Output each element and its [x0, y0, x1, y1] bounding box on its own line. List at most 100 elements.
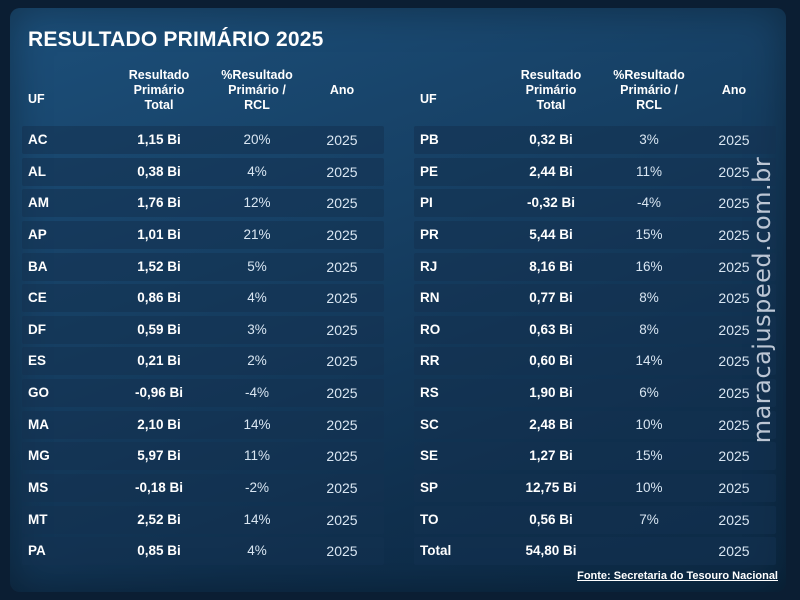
cell-pct: 21%	[243, 226, 271, 242]
cell-pct: 12%	[243, 195, 271, 211]
cell-total: 0,32 Bi	[529, 132, 573, 147]
header-total: Resultado Primário Total	[520, 68, 582, 112]
cell-ano: 2025	[326, 416, 358, 433]
cell-uf: SP	[420, 479, 439, 495]
cell-pct: 4%	[247, 163, 267, 179]
cell-pct: 11%	[635, 163, 663, 179]
cell-ano: 2025	[326, 290, 358, 307]
cell-ano: 2025	[326, 195, 358, 212]
cell-pct: 5%	[247, 258, 267, 274]
cell-ano: 2025	[326, 543, 358, 560]
cell-uf: GO	[28, 385, 50, 400]
cell-total: 2,44 Bi	[529, 163, 573, 179]
table-row: MG 5,97 Bi 11% 2025	[22, 442, 384, 471]
infographic-card: RESULTADO PRIMÁRIO 2025 UF Resultado Pri…	[10, 8, 786, 592]
cell-total: 0,38 Bi	[137, 163, 181, 179]
cell-pct: 10%	[635, 416, 663, 432]
table-row: MT 2,52 Bi 14% 2025	[22, 505, 384, 534]
cell-ano: 2025	[326, 132, 358, 148]
header-total: Resultado Primário Total	[128, 68, 190, 112]
cell-total: 1,52 Bi	[137, 258, 181, 274]
cell-pct: 4%	[247, 290, 267, 306]
cell-uf: RO	[420, 321, 441, 337]
cell-ano: 2025	[718, 385, 750, 401]
header-ano: Ano	[721, 83, 747, 97]
cell-ano: 2025	[326, 479, 358, 496]
cell-pct: 6%	[639, 385, 659, 400]
cell-uf: RJ	[420, 258, 438, 274]
cell-pct: -4%	[636, 195, 661, 211]
cell-uf: AC	[28, 132, 48, 147]
cell-total: 0,85 Bi	[137, 543, 181, 559]
table-row: AL 0,38 Bi 4% 2025	[22, 157, 384, 186]
cell-uf: AL	[28, 163, 46, 179]
cell-ano: 2025	[718, 132, 750, 148]
cell-ano: 2025	[718, 416, 750, 433]
cell-total: 1,90 Bi	[529, 385, 573, 400]
header-uf: UF	[28, 92, 45, 106]
page-title: RESULTADO PRIMÁRIO 2025	[28, 28, 324, 51]
right-table: UF Resultado Primário Total %Resultado P…	[414, 68, 776, 569]
cell-uf: CE	[28, 290, 47, 306]
cell-total: 1,76 Bi	[137, 195, 181, 211]
cell-uf: RN	[420, 290, 440, 306]
cell-total: 0,77 Bi	[529, 290, 573, 306]
table-row: PR 5,44 Bi 15% 2025	[414, 220, 776, 249]
cell-uf: ES	[28, 353, 47, 369]
cell-pct: 15%	[635, 226, 663, 242]
cell-pct: 7%	[639, 511, 659, 527]
cell-ano: 2025	[718, 479, 750, 496]
table-row: RR 0,60 Bi 14% 2025	[414, 347, 776, 376]
table-row: DF 0,59 Bi 3% 2025	[22, 315, 384, 344]
table-row: GO -0,96 Bi -4% 2025	[22, 379, 384, 407]
table-header: UF Resultado Primário Total %Resultado P…	[414, 68, 776, 126]
cell-uf: TO	[420, 511, 439, 527]
table-row: MS -0,18 Bi -2% 2025	[22, 473, 384, 502]
cell-pct: 16%	[635, 258, 663, 274]
cell-ano: 2025	[326, 353, 358, 370]
table-row: SC 2,48 Bi 10% 2025	[414, 410, 776, 439]
header-uf: UF	[420, 92, 437, 106]
cell-uf: AM	[28, 195, 49, 211]
cell-total: 0,63 Bi	[529, 321, 573, 337]
table-row: MA 2,10 Bi 14% 2025	[22, 410, 384, 439]
cell-pct: 2%	[247, 353, 267, 369]
cell-uf: RR	[420, 353, 440, 369]
cell-ano: 2025	[718, 195, 750, 212]
cell-total: 2,48 Bi	[529, 416, 573, 432]
cell-ano: 2025	[326, 258, 358, 275]
cell-ano: 2025	[326, 321, 358, 338]
cell-ano: 2025	[718, 226, 750, 243]
cell-ano: 2025	[718, 258, 750, 275]
cell-total: 1,15 Bi	[137, 132, 181, 147]
table-row: ES 0,21 Bi 2% 2025	[22, 347, 384, 376]
watermark: maracajuspeed.com.br	[748, 156, 776, 444]
cell-uf: MS	[28, 479, 49, 495]
cell-uf: MA	[28, 416, 49, 432]
cell-total: -0,18 Bi	[134, 479, 184, 495]
table-row: PI -0,32 Bi -4% 2025	[414, 189, 776, 218]
table-row: PA 0,85 Bi 4% 2025	[22, 537, 384, 566]
cell-total: 0,56 Bi	[529, 511, 573, 527]
cell-total: 12,75 Bi	[525, 479, 577, 495]
left-table-rows: AC 1,15 Bi 20% 2025 AL 0,38 Bi 4% 2025 AM 1,76 Bi…	[22, 126, 384, 566]
cell-total: 2,52 Bi	[137, 511, 181, 527]
cell-total: 1,27 Bi	[529, 448, 573, 464]
header-pct: %Resultado Primário / RCL	[613, 68, 685, 112]
table-row: AP 1,01 Bi 21% 2025	[22, 220, 384, 249]
table-header: UF Resultado Primário Total %Resultado P…	[22, 68, 384, 126]
table-row: AC 1,15 Bi 20% 2025	[22, 126, 384, 154]
cell-pct: 3%	[639, 132, 659, 147]
header-ano: Ano	[329, 83, 355, 97]
cell-uf: PI	[420, 195, 433, 211]
cell-pct: 3%	[247, 321, 267, 337]
cell-ano: 2025	[326, 226, 358, 243]
cell-ano: 2025	[326, 511, 358, 528]
cell-pct: 15%	[635, 448, 663, 464]
header-pct: %Resultado Primário / RCL	[221, 68, 293, 112]
cell-ano: 2025	[718, 321, 750, 338]
cell-uf: Total	[420, 543, 452, 559]
cell-uf: BA	[28, 258, 48, 274]
cell-total: 1,01 Bi	[137, 226, 181, 242]
cell-total: 0,21 Bi	[137, 353, 181, 369]
